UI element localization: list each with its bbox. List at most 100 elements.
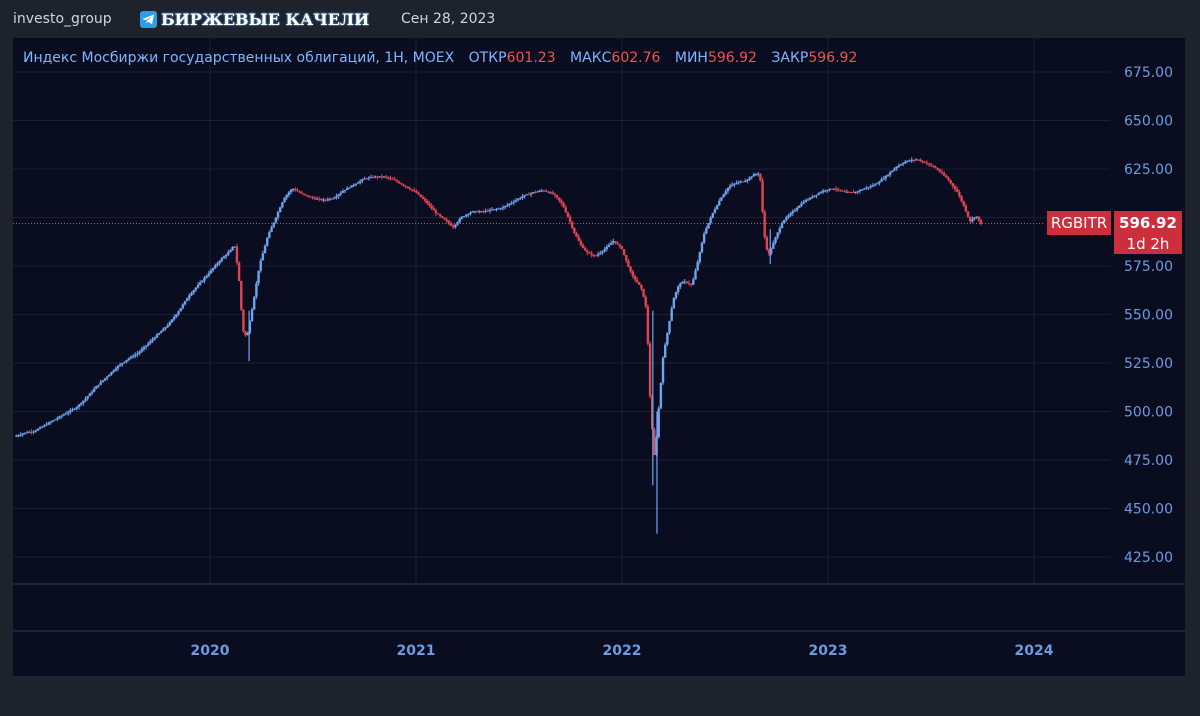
candle-body [612,241,615,244]
candle-body [936,168,939,170]
candle-body [339,192,342,195]
candle-body [131,356,135,358]
candle-body [731,184,734,186]
candle-body [493,209,496,211]
candle-body [921,161,924,163]
candle-body [43,425,46,427]
candle-body [361,179,364,181]
candle-body [71,409,74,411]
candle-body [618,244,621,247]
candle-body [897,165,901,167]
candle-body [95,386,98,389]
candle-body [774,237,777,243]
y-tick-label: 500.00 [1124,405,1173,421]
candle-body [374,176,377,178]
candle-body [845,191,849,193]
candle-body [733,183,736,185]
candle-body [917,159,920,161]
candle-body [400,183,403,185]
candle-body [679,283,682,287]
candle-body [811,197,814,199]
candle-body [235,246,239,263]
candle-body [367,177,371,179]
y-tick-label: 425.00 [1124,550,1173,566]
candle-body [155,334,159,338]
candle-body [309,196,312,198]
candle-body [705,228,708,234]
candle-body [501,207,505,209]
candle-body [947,177,950,181]
candle-body [843,191,846,193]
candle-body [138,351,141,354]
candle-body [834,188,838,190]
candle-body [514,200,518,202]
candle-body [815,194,818,196]
candle-body [259,260,262,271]
candle-body [287,192,291,196]
candle-body [973,217,976,219]
channel-label[interactable]: БИРЖЕВЫЕ КАЧЕЛИ [140,9,369,29]
candle-body [49,421,53,423]
candle-body [709,217,712,224]
candle-body [908,160,911,162]
candle-body [562,202,565,208]
candle-body [696,261,699,271]
candle-body [676,286,680,293]
legend-low-label: МИН [674,50,708,66]
candle-body [715,205,719,210]
candle-body [190,292,193,296]
candle-body [296,190,299,192]
candle-body [525,194,528,196]
candle-body [272,222,275,228]
candle-body [73,408,76,410]
candle-body [644,296,647,307]
candle-body [255,283,258,297]
candle-body [471,211,474,213]
candle-body [653,429,656,455]
candle-body [352,184,355,186]
x-tick-label: 2022 [603,643,642,659]
candle-body [257,270,260,284]
candle-body [720,197,723,201]
candle-body [99,382,102,385]
candle-body [486,210,490,212]
chart-pane[interactable] [13,38,1185,676]
candle-body [631,271,634,277]
candle-body [32,431,35,433]
candle-body [23,432,27,434]
candle-body [149,341,152,344]
candle-body [490,209,494,211]
candle-body [750,176,753,178]
candle-body [380,176,384,178]
candle-body [564,207,567,213]
candle-body [977,216,981,221]
candle-body [958,191,961,196]
candle-body [744,181,747,183]
candle-body [899,164,903,166]
candle-body [356,182,360,184]
candle-body [975,216,978,218]
candle-body [121,363,124,365]
candle-body [966,211,970,217]
candle-body [465,214,468,217]
candle-body [932,165,935,168]
candle-body [67,412,70,414]
candle-body [170,319,174,323]
candle-body [787,215,790,218]
candle-body [791,211,795,214]
candle-body [581,244,585,249]
candle-body [38,427,42,429]
candle-body [601,251,604,253]
candle-body [878,181,881,184]
candle-body [912,159,916,161]
candle-body [28,431,31,433]
candle-body [233,246,236,248]
candle-body [445,219,448,222]
candle-body [304,194,308,196]
candle-body [15,435,18,437]
candle-body [532,192,535,194]
candle-body [129,356,133,359]
candle-body [285,195,288,198]
candle-body [172,316,176,320]
